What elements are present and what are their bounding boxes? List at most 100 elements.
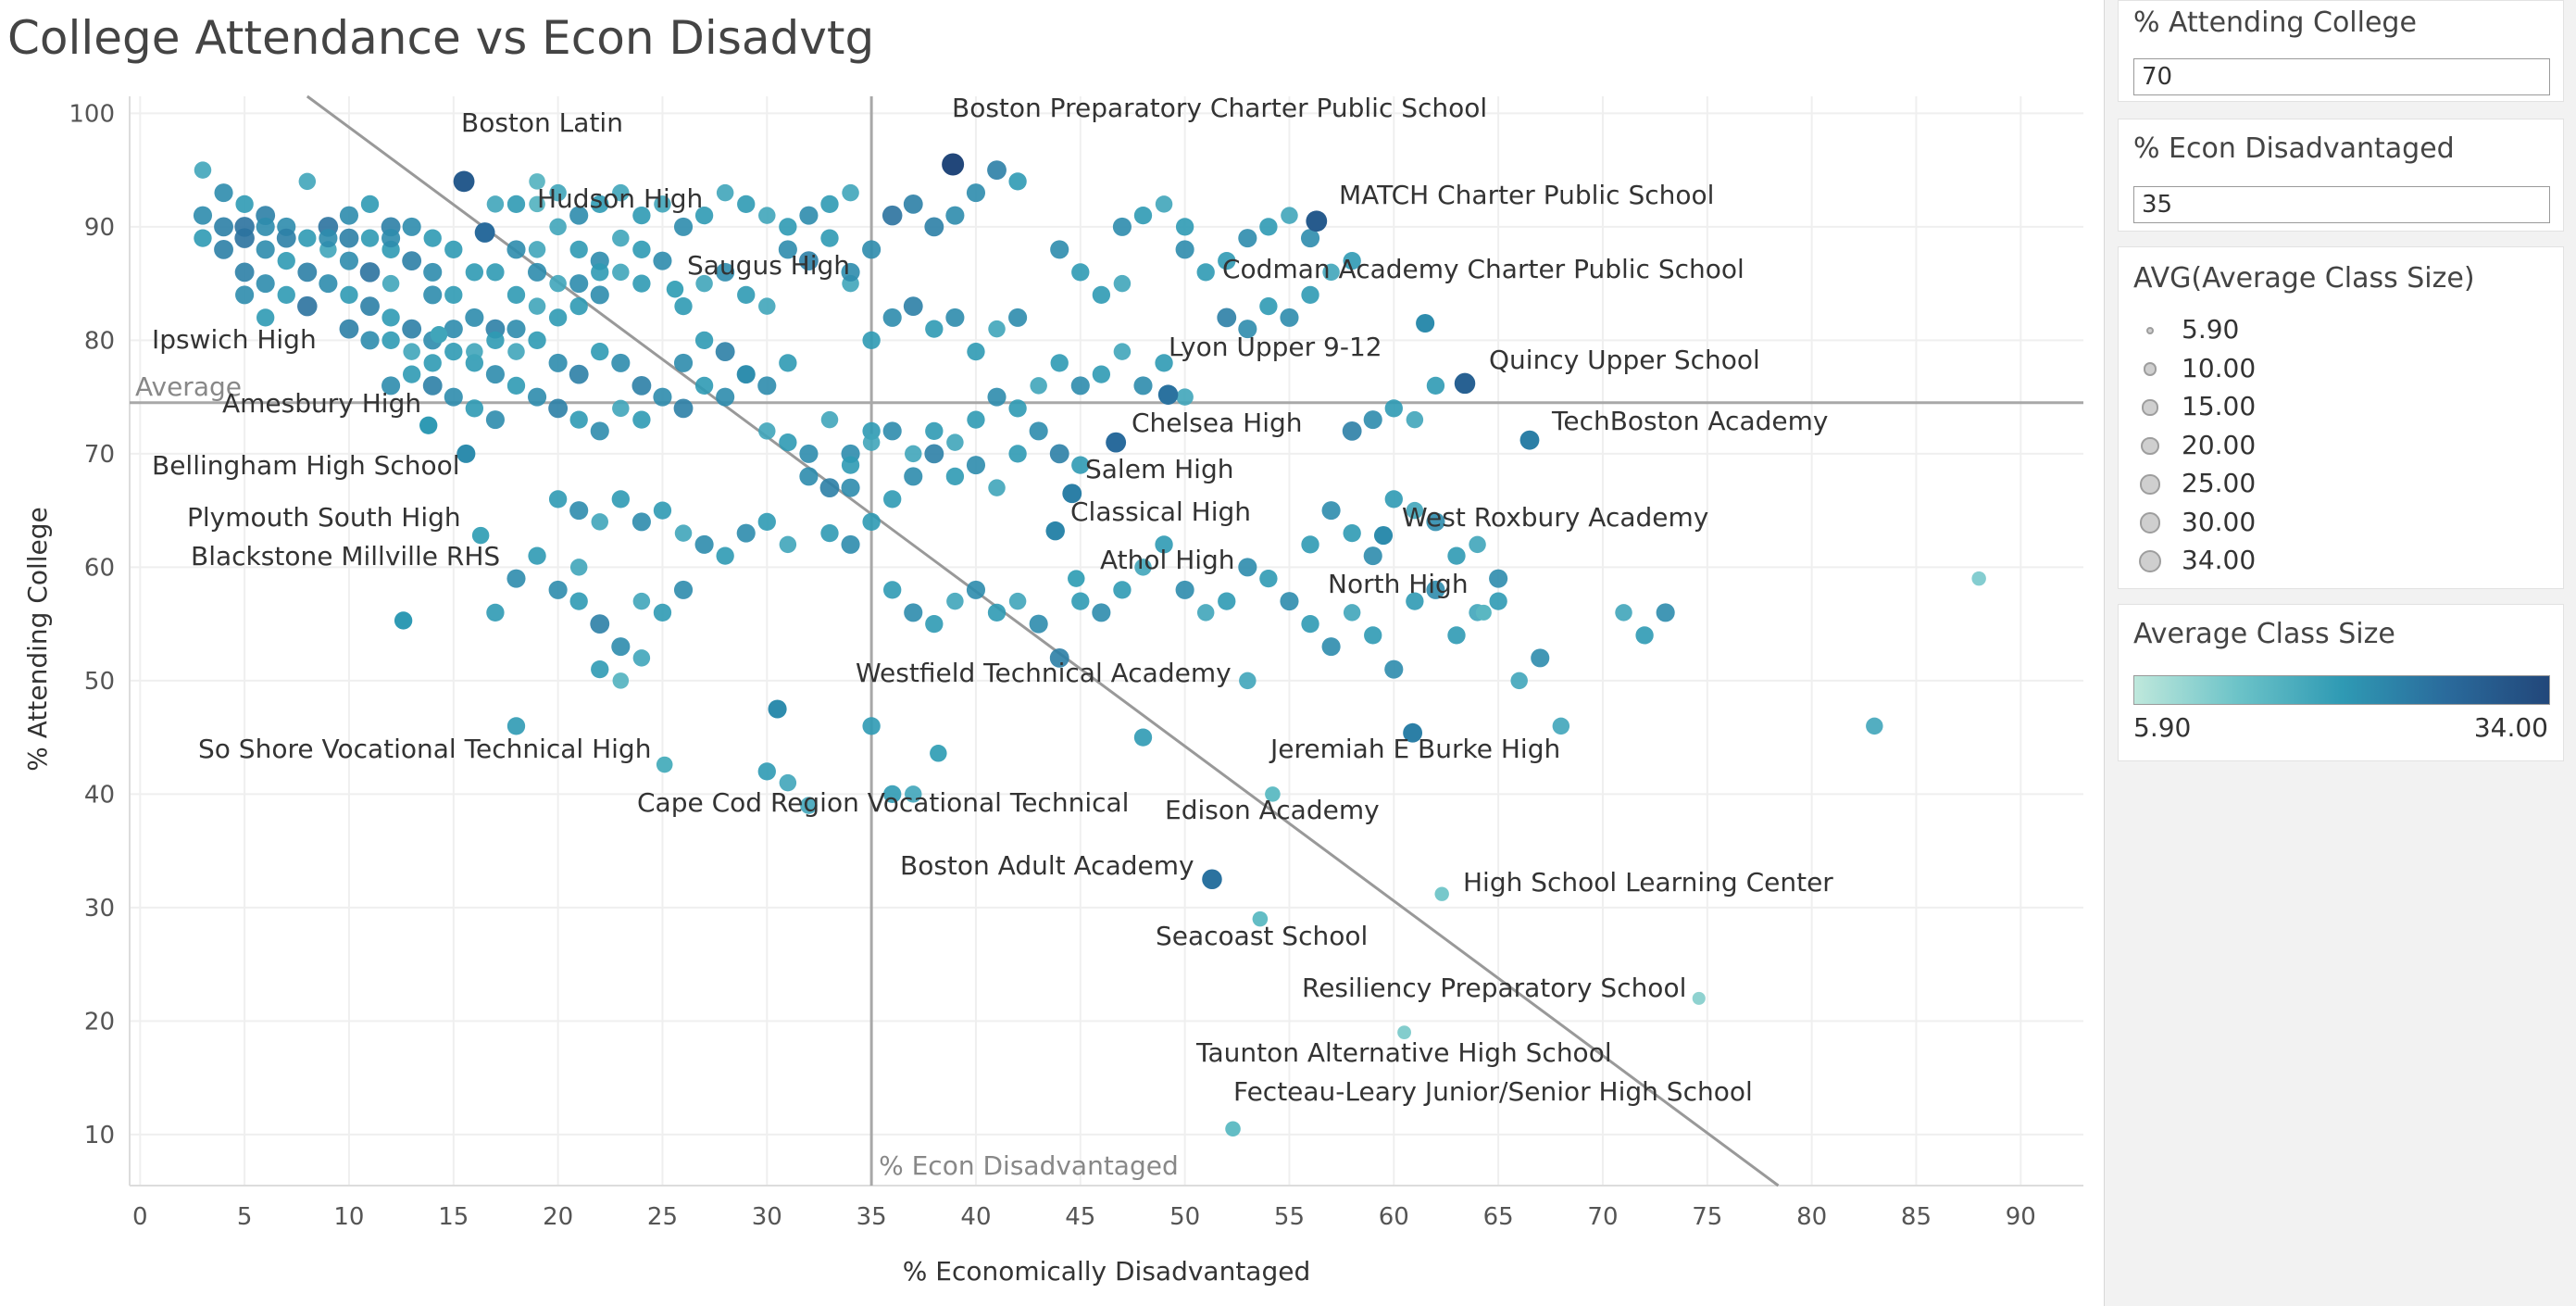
data-point[interactable] bbox=[945, 206, 965, 225]
data-point[interactable] bbox=[862, 512, 881, 532]
data-point[interactable] bbox=[820, 410, 839, 429]
data-point[interactable] bbox=[1092, 365, 1111, 383]
data-point[interactable] bbox=[1301, 285, 1319, 305]
data-point[interactable] bbox=[1384, 659, 1404, 679]
data-point[interactable] bbox=[1300, 229, 1320, 248]
data-point[interactable] bbox=[1363, 546, 1382, 566]
data-point[interactable] bbox=[1259, 569, 1278, 588]
data-point[interactable] bbox=[799, 467, 819, 486]
data-point[interactable] bbox=[820, 229, 839, 247]
data-point[interactable] bbox=[360, 296, 380, 317]
data-point[interactable] bbox=[591, 659, 609, 679]
data-point[interactable] bbox=[506, 320, 526, 339]
data-point[interactable] bbox=[1343, 251, 1361, 270]
data-point[interactable] bbox=[946, 433, 964, 451]
data-point[interactable] bbox=[1134, 559, 1152, 576]
data-point[interactable] bbox=[1196, 263, 1215, 282]
data-point[interactable] bbox=[612, 229, 630, 247]
data-point[interactable] bbox=[1469, 535, 1486, 554]
data-point[interactable] bbox=[862, 331, 881, 350]
data-point[interactable] bbox=[757, 376, 777, 396]
labeled-data-point[interactable] bbox=[419, 416, 438, 434]
data-point[interactable] bbox=[277, 285, 295, 305]
data-point[interactable] bbox=[1971, 571, 1986, 586]
data-point[interactable] bbox=[590, 421, 609, 441]
labeled-data-point[interactable] bbox=[430, 326, 448, 344]
data-point[interactable] bbox=[694, 376, 714, 396]
data-point[interactable] bbox=[319, 274, 338, 294]
data-point[interactable] bbox=[423, 229, 442, 247]
data-point[interactable] bbox=[235, 285, 255, 305]
data-point[interactable] bbox=[1071, 456, 1090, 474]
data-point[interactable] bbox=[904, 467, 923, 486]
data-point[interactable] bbox=[1049, 444, 1069, 464]
data-point[interactable] bbox=[987, 160, 1007, 181]
data-point[interactable] bbox=[1531, 648, 1550, 668]
data-point[interactable] bbox=[903, 296, 923, 317]
labeled-data-point[interactable] bbox=[1692, 991, 1706, 1005]
data-point[interactable] bbox=[1615, 604, 1632, 622]
data-point[interactable] bbox=[611, 637, 631, 657]
labeled-data-point[interactable] bbox=[768, 699, 787, 719]
data-point[interactable] bbox=[987, 387, 1007, 407]
data-point[interactable] bbox=[360, 229, 380, 247]
data-point[interactable] bbox=[779, 354, 797, 372]
labeled-data-point[interactable] bbox=[1373, 526, 1394, 546]
data-point[interactable] bbox=[883, 581, 902, 599]
data-point[interactable] bbox=[1656, 603, 1675, 622]
labeled-data-point[interactable] bbox=[930, 745, 947, 762]
data-point[interactable] bbox=[340, 285, 358, 305]
data-point[interactable] bbox=[779, 433, 797, 452]
data-point[interactable] bbox=[966, 456, 986, 475]
data-point[interactable] bbox=[757, 762, 776, 781]
labeled-data-point[interactable] bbox=[1225, 1121, 1241, 1137]
data-point[interactable] bbox=[904, 603, 923, 622]
labeled-data-point[interactable] bbox=[1306, 210, 1328, 232]
data-point[interactable] bbox=[1635, 626, 1654, 645]
data-point[interactable] bbox=[779, 535, 797, 554]
data-point[interactable] bbox=[1008, 592, 1027, 610]
data-point[interactable] bbox=[612, 183, 630, 202]
data-point[interactable] bbox=[800, 797, 818, 814]
labeled-data-point[interactable] bbox=[394, 611, 413, 630]
labeled-data-point[interactable] bbox=[666, 281, 684, 298]
data-point[interactable] bbox=[757, 512, 776, 532]
data-point[interactable] bbox=[359, 262, 381, 283]
data-point[interactable] bbox=[506, 717, 526, 735]
data-point[interactable] bbox=[486, 331, 505, 350]
data-point[interactable] bbox=[966, 183, 986, 203]
data-point[interactable] bbox=[694, 534, 714, 554]
data-point[interactable] bbox=[1092, 285, 1111, 305]
data-point[interactable] bbox=[632, 240, 651, 259]
data-point[interactable] bbox=[1155, 535, 1173, 554]
data-point[interactable] bbox=[653, 603, 672, 622]
data-point[interactable] bbox=[1217, 308, 1237, 328]
data-point[interactable] bbox=[736, 365, 756, 384]
data-point[interactable] bbox=[1113, 343, 1132, 360]
data-point[interactable] bbox=[1343, 523, 1361, 543]
data-point[interactable] bbox=[591, 342, 609, 361]
data-point[interactable] bbox=[1280, 308, 1299, 327]
data-point[interactable] bbox=[465, 263, 484, 282]
labeled-data-point[interactable] bbox=[1403, 722, 1423, 743]
labeled-data-point[interactable] bbox=[1157, 384, 1179, 405]
data-point[interactable] bbox=[716, 387, 735, 407]
labeled-data-point[interactable] bbox=[1068, 570, 1085, 587]
data-point[interactable] bbox=[234, 217, 255, 237]
data-point[interactable] bbox=[1133, 728, 1153, 747]
data-point[interactable] bbox=[569, 206, 589, 225]
data-point[interactable] bbox=[1259, 218, 1278, 236]
data-point[interactable] bbox=[716, 183, 734, 202]
data-point[interactable] bbox=[569, 501, 589, 521]
data-point[interactable] bbox=[673, 217, 694, 236]
data-point[interactable] bbox=[1364, 626, 1382, 645]
data-point[interactable] bbox=[653, 387, 672, 407]
data-point[interactable] bbox=[422, 375, 443, 396]
labeled-data-point[interactable] bbox=[1475, 604, 1492, 621]
labeled-data-point[interactable] bbox=[1202, 869, 1222, 890]
data-point[interactable] bbox=[1155, 195, 1173, 213]
data-point[interactable] bbox=[716, 546, 734, 565]
data-point[interactable] bbox=[1218, 251, 1236, 270]
data-point[interactable] bbox=[590, 614, 610, 634]
data-point[interactable] bbox=[1552, 717, 1570, 735]
